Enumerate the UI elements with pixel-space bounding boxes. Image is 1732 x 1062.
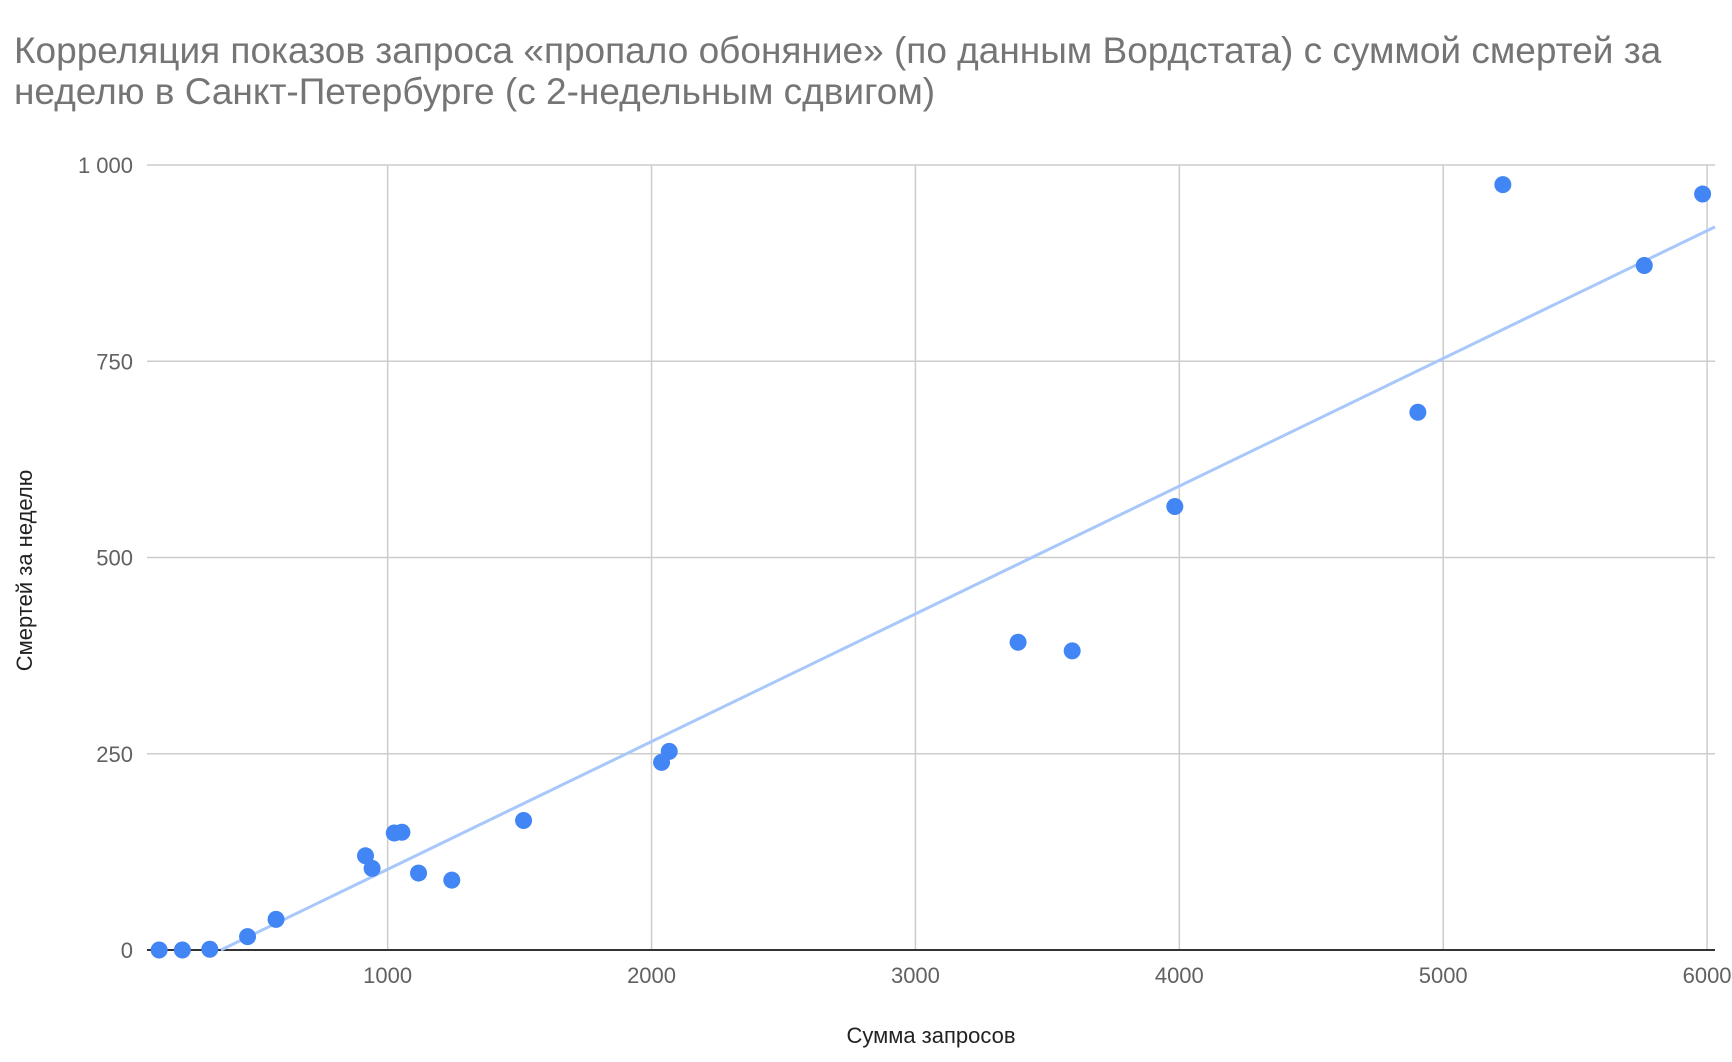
y-tick-label: 750 bbox=[96, 349, 133, 374]
x-tick-label: 2000 bbox=[627, 963, 676, 988]
y-tick-label: 500 bbox=[96, 546, 133, 571]
y-tick-label: 0 bbox=[121, 938, 133, 963]
x-tick-label: 3000 bbox=[891, 963, 940, 988]
chart-title: Корреляция показов запроса «пропало обон… bbox=[14, 30, 1662, 112]
data-point bbox=[1494, 176, 1512, 194]
data-point bbox=[173, 941, 191, 959]
x-tick-label: 4000 bbox=[1155, 963, 1204, 988]
x-tick-label: 6000 bbox=[1683, 963, 1732, 988]
data-point bbox=[410, 864, 428, 882]
trendline bbox=[220, 225, 1716, 952]
data-point bbox=[363, 859, 381, 877]
x-tick-label: 1000 bbox=[363, 963, 412, 988]
y-tick-label: 250 bbox=[96, 742, 133, 767]
data-point bbox=[443, 871, 461, 889]
data-point bbox=[356, 847, 374, 865]
data-point bbox=[515, 811, 533, 829]
data-point bbox=[1694, 185, 1712, 203]
data-point bbox=[239, 928, 257, 946]
x-axis-label: Сумма запросов bbox=[846, 1023, 1015, 1048]
data-point bbox=[1009, 633, 1027, 651]
data-point bbox=[201, 940, 219, 958]
data-point bbox=[660, 742, 678, 760]
data-point bbox=[1409, 403, 1427, 421]
data-point bbox=[1063, 642, 1081, 660]
y-tick-label: 1 000 bbox=[78, 153, 133, 178]
y-axis-label: Смертей за неделю bbox=[12, 470, 37, 671]
x-tick-label: 5000 bbox=[1419, 963, 1468, 988]
data-point bbox=[267, 910, 285, 928]
data-point bbox=[1166, 497, 1184, 515]
data-point bbox=[150, 941, 168, 959]
data-point bbox=[393, 823, 411, 841]
data-point bbox=[1635, 256, 1653, 274]
